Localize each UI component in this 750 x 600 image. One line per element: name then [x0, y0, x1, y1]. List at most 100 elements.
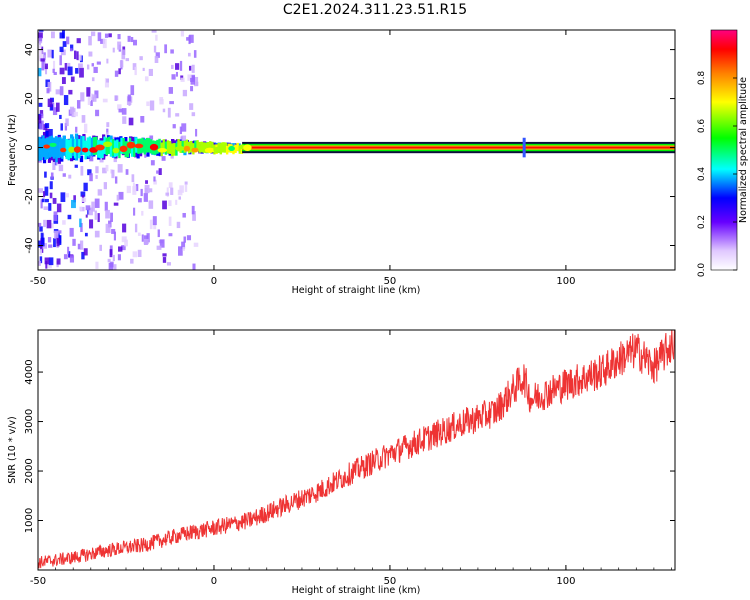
noise-cell	[40, 58, 45, 62]
noise-cell	[182, 89, 188, 97]
noise-cell	[62, 220, 66, 225]
colorbar-tick-label: 0.6	[697, 119, 707, 134]
noise-cell	[55, 89, 61, 95]
noise-cell	[121, 108, 127, 115]
noise-cell	[76, 38, 81, 44]
noise-cell	[39, 226, 43, 232]
noise-cell	[114, 95, 119, 101]
spectrogram-ytick-label: 0	[24, 144, 35, 150]
band-hotspot	[191, 147, 199, 153]
noise-cell	[94, 198, 100, 208]
band-halo-cell	[55, 156, 59, 163]
noise-cell	[134, 66, 137, 76]
band-cell	[82, 136, 85, 156]
noise-cell	[47, 81, 52, 92]
band-hotspot	[103, 141, 113, 148]
noise-cell	[59, 114, 62, 119]
noise-cell	[172, 124, 176, 129]
noise-cell	[102, 38, 107, 49]
spectrogram-xtick-label: 0	[211, 276, 217, 287]
noise-cell	[95, 175, 98, 179]
noise-cell	[55, 102, 60, 112]
noise-cell	[145, 180, 148, 184]
noise-cell	[167, 107, 171, 118]
noise-cell	[51, 31, 55, 39]
spectrogram-xtick-label: 100	[556, 276, 575, 287]
noise-cell	[113, 231, 116, 241]
noise-cell	[38, 260, 41, 266]
band-cell	[38, 138, 41, 161]
noise-cell	[162, 257, 167, 263]
band-halo-cell	[42, 131, 47, 138]
band-halo-cell	[136, 152, 140, 159]
colorbar-gradient	[710, 29, 738, 271]
noise-cell	[104, 78, 110, 88]
colorbar-tick-label: 0.8	[697, 71, 707, 86]
spectrogram-ytick-label: 40	[24, 43, 35, 56]
noise-cell	[67, 214, 72, 220]
noise-cell	[100, 38, 105, 44]
noise-cell	[97, 189, 103, 196]
noise-cell	[99, 157, 104, 163]
noise-cell	[44, 171, 47, 178]
noise-cell	[157, 229, 160, 238]
noise-cell	[112, 254, 115, 262]
band-cell	[130, 141, 134, 157]
noise-cell	[181, 123, 187, 132]
band-cell	[177, 139, 180, 152]
band-halo-cell	[79, 156, 84, 163]
noise-cell	[48, 257, 54, 266]
noise-cell	[91, 77, 95, 82]
band-hotspot	[213, 146, 222, 154]
noise-cell	[181, 241, 186, 249]
noise-cell	[108, 33, 112, 38]
noise-cell	[108, 263, 114, 270]
noise-cell	[95, 261, 99, 269]
noise-cell	[155, 34, 158, 41]
spectrogram-ytick-label: 20	[24, 92, 35, 105]
noise-cell	[111, 228, 116, 234]
noise-cell	[87, 209, 90, 215]
band-hotspot	[204, 147, 215, 154]
noise-cell	[50, 223, 54, 229]
noise-cell	[181, 135, 187, 141]
noise-cell	[189, 103, 194, 110]
band-halo-cell	[47, 156, 52, 163]
noise-cell	[77, 243, 82, 250]
band-hotspot	[68, 146, 76, 153]
noise-cell	[85, 214, 88, 218]
snr-ytick-label: 1000	[24, 508, 35, 533]
noise-cell	[75, 67, 79, 74]
band-cell	[109, 139, 113, 157]
band-halo-cell	[158, 150, 162, 157]
noise-cell	[70, 44, 74, 51]
band-hotspot	[219, 142, 228, 147]
noise-cell	[117, 254, 121, 261]
band-cell	[63, 135, 66, 156]
noise-cell	[79, 240, 84, 250]
band-cell	[190, 140, 193, 153]
band-cell	[234, 144, 237, 153]
band-hotspot	[157, 148, 168, 153]
noise-cell	[130, 37, 134, 43]
noise-cell	[58, 235, 62, 246]
noise-cell	[168, 200, 172, 207]
noise-cell	[121, 245, 126, 251]
noise-cell	[95, 109, 100, 117]
noise-cell	[96, 61, 101, 65]
noise-cell	[81, 197, 87, 203]
noise-cell	[48, 203, 52, 211]
noise-cell	[118, 246, 123, 252]
noise-cell	[57, 232, 60, 237]
noise-cell	[152, 216, 157, 226]
noise-cell	[132, 182, 135, 193]
noise-cell	[81, 251, 85, 260]
noise-cell	[184, 184, 188, 192]
noise-cell	[59, 67, 65, 75]
noise-cell	[154, 56, 159, 63]
noise-cell	[132, 251, 138, 258]
band-cell	[194, 140, 197, 152]
noise-cell	[179, 60, 183, 71]
noise-cell	[150, 160, 155, 166]
noise-cell	[39, 37, 43, 42]
